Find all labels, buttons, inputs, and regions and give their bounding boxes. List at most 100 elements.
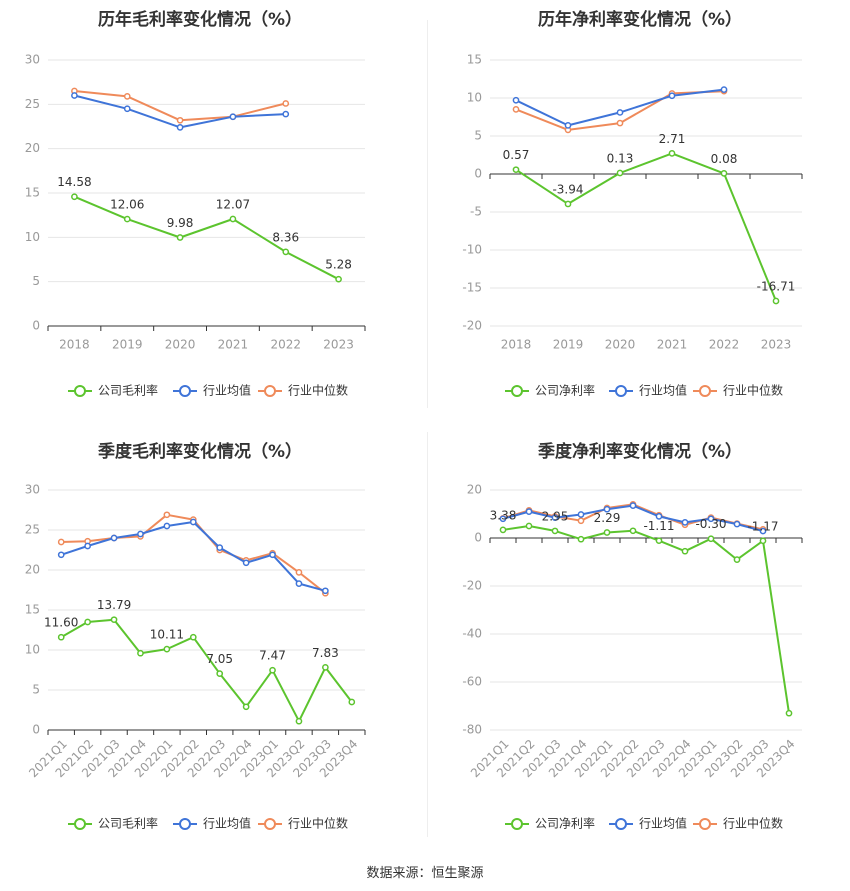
data-point [681,547,689,555]
chart-1: 历年毛利率变化情况（%） 0 5 10 15 20 25 30 2018 2019 2020 2021… [25,9,366,398]
legend-label: 公司毛利率 [98,816,158,831]
legend-marker [615,818,627,830]
y-tick-label: -20 [462,319,482,333]
x-tick-label: 2022 [270,338,301,352]
data-point [137,530,144,538]
data-point [629,527,637,535]
y-tick-label: -20 [462,579,482,593]
legend-marker [179,385,191,397]
x-tick-label: 2023 [323,338,354,352]
panel-divider-bottom [427,432,428,837]
data-label: 7.47 [259,649,286,663]
data-point [564,122,572,129]
data-point [282,248,290,256]
legend-label: 公司毛利率 [98,383,158,398]
data-point [84,542,91,550]
data-point [57,538,65,546]
data-point [525,522,533,530]
data-point [295,569,303,576]
data-point [322,587,329,595]
data-point [551,514,559,521]
data-label: 14.58 [57,175,91,189]
legend-marker [264,818,276,830]
data-point [269,551,276,559]
x-tick-label: 2020 [605,338,636,352]
data-point [242,703,250,711]
data-point [733,556,741,563]
y-tick-label: 10 [25,230,40,244]
data-point [282,110,290,118]
data-point [603,529,611,536]
data-point [123,93,131,100]
series-line-1 [502,525,790,714]
chart-2: 历年净利率变化情况（%） -20 -15 -10 -5 0 5 10 15 2018 2019 202… [462,9,803,398]
legend-label: 行业均值 [639,816,687,831]
data-label: 2.95 [542,509,569,523]
data-point [499,526,507,534]
y-tick-label: 0 [474,531,482,545]
y-tick-label: 5 [32,274,40,288]
data-point [551,527,559,535]
data-point [616,109,624,116]
legend-marker [699,818,711,830]
data-point [577,517,585,525]
data-point [110,616,118,624]
chart-title: 季度毛利率变化情况（%） [98,441,302,462]
data-point [295,717,303,725]
data-label: 2.29 [594,511,621,525]
data-point [512,96,520,104]
data-point [137,649,144,657]
legend-label: 行业均值 [203,816,251,831]
legend-label: 公司净利率 [535,383,595,398]
data-point [759,527,767,535]
y-tick-label: 10 [25,643,40,657]
data-label: -3.94 [552,182,583,196]
y-tick-label: 5 [474,129,482,143]
y-tick-label: 25 [25,523,40,537]
x-tick-label: 2018 [59,338,90,352]
legend-label: 行业均值 [639,383,687,398]
data-label: 8.36 [272,230,299,244]
data-point [322,664,329,671]
data-point [564,200,572,208]
y-tick-label: 20 [25,563,40,577]
data-point [123,105,131,113]
data-point [668,150,676,157]
x-tick-label: 2019 [112,338,143,352]
data-label: 9.98 [167,216,194,230]
data-point [512,166,520,174]
data-point [577,511,585,518]
data-point [681,519,689,526]
data-point [163,522,171,530]
data-point [720,170,728,177]
data-point [616,169,624,177]
chart-3: 季度毛利率变化情况（%）0510152025302021Q12021Q22021… [25,441,366,831]
data-point [84,618,91,626]
data-point [163,645,171,653]
series-line-3 [61,513,327,594]
data-label: -1.17 [747,519,778,533]
legend-marker [179,818,191,830]
data-point [785,709,793,717]
data-point [57,633,65,641]
data-point [189,633,197,641]
data-point [759,537,767,545]
data-label: 0.57 [503,148,530,162]
data-point [655,537,663,545]
data-point [603,505,611,513]
data-point [629,502,637,509]
legend-marker [511,385,523,397]
data-label: -1.11 [643,519,674,533]
legend-marker [699,385,711,397]
panel-divider-top [427,20,428,408]
y-tick-label: 25 [25,97,40,111]
data-label: 12.06 [110,198,144,212]
data-label: 5.28 [325,258,352,272]
x-tick-label: 2018 [501,338,532,352]
data-point [242,559,250,567]
data-point [269,666,276,674]
data-point [733,520,741,528]
data-point [216,544,224,551]
legend-label: 行业中位数 [288,816,348,831]
data-point [616,119,624,127]
